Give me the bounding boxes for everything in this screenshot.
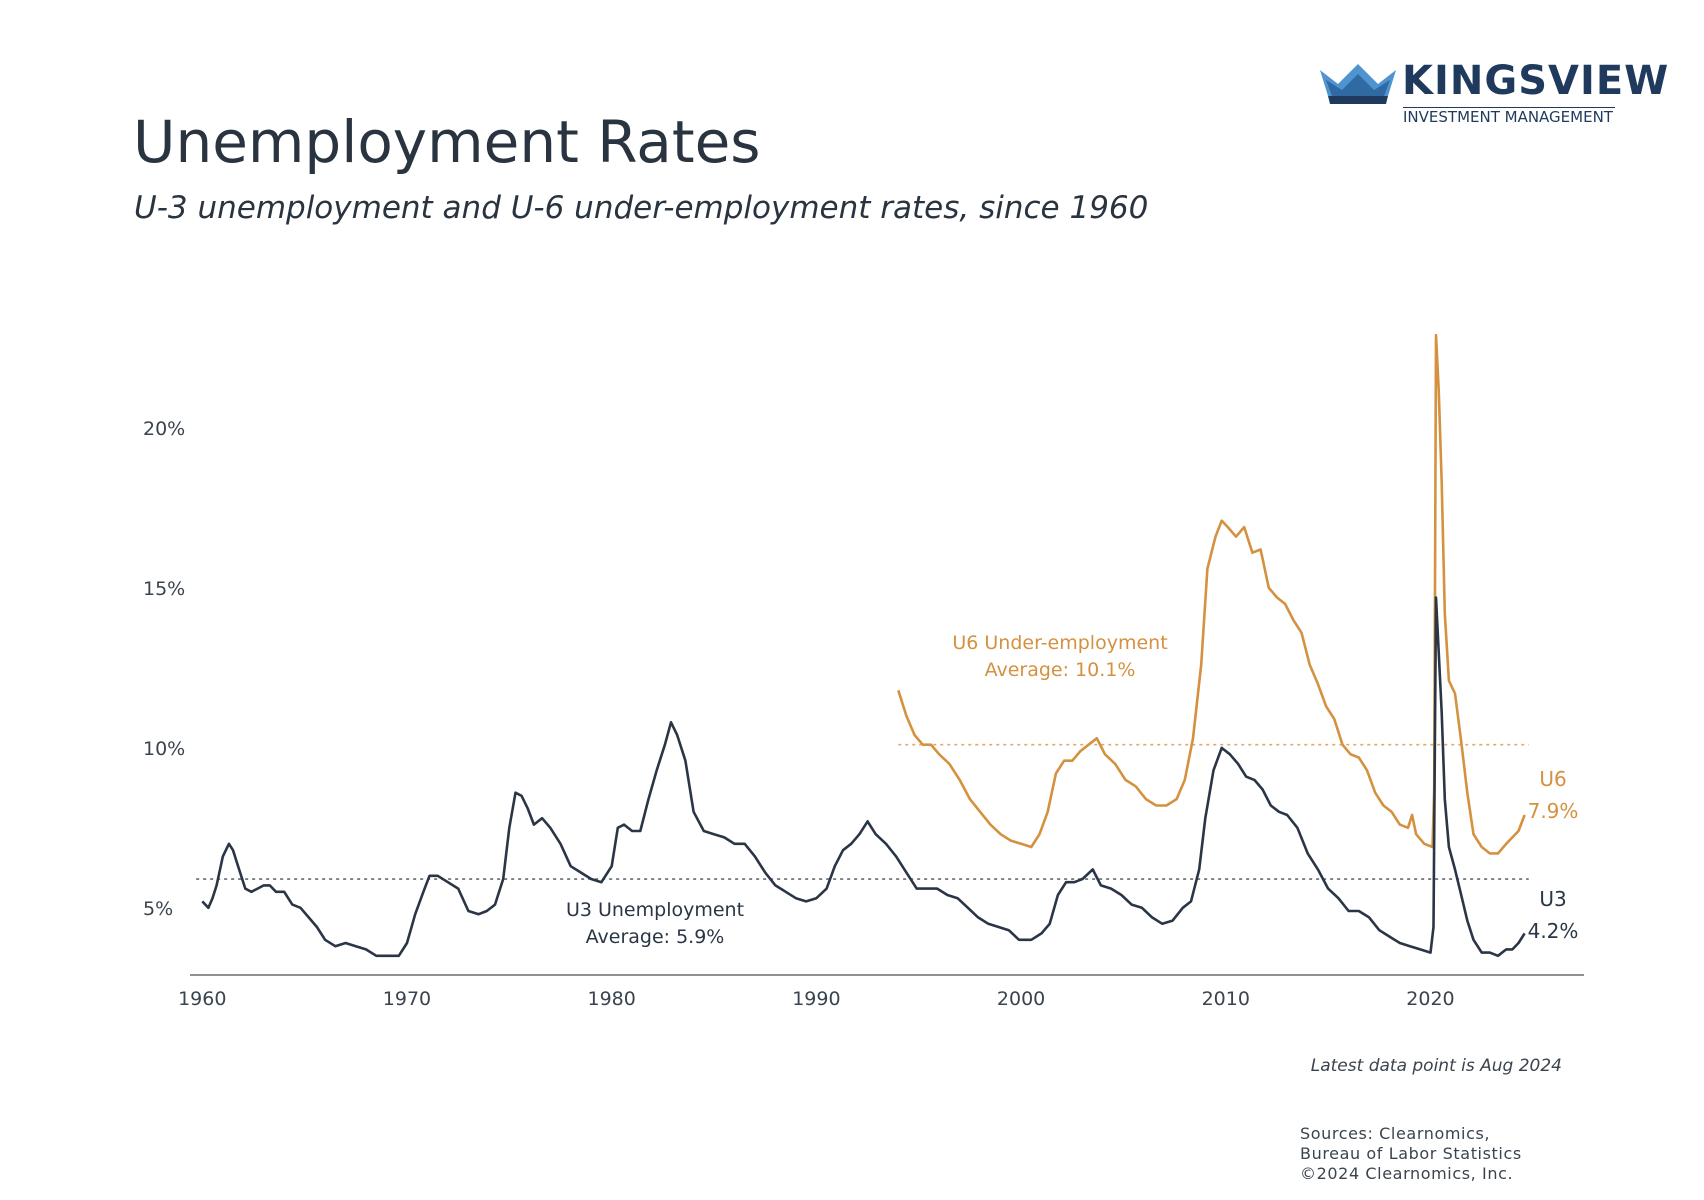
u3-annotation-average: Average: 5.9% (586, 926, 725, 948)
x-tick-label: 2000 (997, 988, 1045, 1010)
u3-end-label: U3 (1539, 887, 1566, 911)
x-tick-label: 2020 (1406, 988, 1454, 1010)
x-tick-label: 1960 (178, 988, 226, 1010)
source-line: Sources: Clearnomics, (1300, 1124, 1491, 1143)
crown-icon (1320, 64, 1396, 104)
u6-annotation-title: U6 Under-employment (952, 632, 1167, 654)
page-subtitle: U-3 unemployment and U-6 under-employmen… (134, 190, 1149, 226)
logo-divider (1403, 107, 1615, 108)
x-tick-label: 1970 (383, 988, 431, 1010)
logo-wordmark: KINGSVIEW (1402, 58, 1670, 104)
crown-mid-shape (1326, 74, 1390, 96)
x-tick-label: 1990 (792, 988, 840, 1010)
kingsview-logo: KINGSVIEW INVESTMENT MANAGEMENT (1318, 58, 1668, 126)
u6-annotation-average: Average: 10.1% (985, 659, 1136, 681)
y-tick-label: 5% (143, 898, 173, 920)
crown-base-shape (1328, 96, 1388, 104)
latest-data-note: Latest data point is Aug 2024 (1310, 1056, 1562, 1076)
source-line: Bureau of Labor Statistics (1300, 1144, 1522, 1163)
u3-annotation-title: U3 Unemployment (566, 899, 744, 921)
y-tick-label: 10% (143, 738, 185, 760)
u6-end-value: 7.9% (1528, 799, 1579, 823)
u3-end-value: 4.2% (1528, 919, 1579, 943)
x-tick-label: 2010 (1202, 988, 1250, 1010)
y-tick-label: 20% (143, 418, 185, 440)
u6-end-label: U6 (1539, 767, 1566, 791)
u3-series-line (201, 596, 1526, 958)
page-title: Unemployment Rates (133, 108, 761, 176)
copyright-line: ©2024 Clearnomics, Inc. (1300, 1164, 1514, 1183)
sources-block: Sources: Clearnomics, Bureau of Labor St… (1300, 1124, 1522, 1184)
y-tick-label: 15% (143, 578, 185, 600)
x-tick-label: 1980 (588, 988, 636, 1010)
logo-tagline: INVESTMENT MANAGEMENT (1403, 108, 1613, 126)
u6-series-line (897, 333, 1526, 855)
